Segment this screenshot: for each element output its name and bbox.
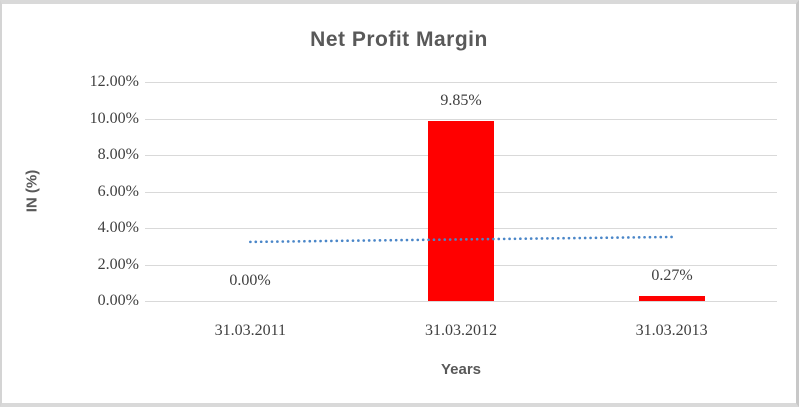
x-tick-label: 31.03.2012 <box>425 322 497 339</box>
gridline <box>145 301 777 302</box>
plot-area: 0.00% 9.85% 0.27% <box>145 82 777 302</box>
y-tick-label: 12.00% <box>89 73 139 90</box>
data-label: 9.85% <box>440 92 482 109</box>
y-tick-label: 4.00% <box>97 219 139 236</box>
y-tick-label: 8.00% <box>97 146 139 163</box>
y-tick-label: 2.00% <box>97 256 139 273</box>
gridline <box>145 82 777 83</box>
bar-31.03.2013 <box>639 296 705 301</box>
data-label: 0.00% <box>229 272 271 289</box>
gridline <box>145 119 777 120</box>
trendline-dotted <box>249 235 673 244</box>
x-axis-title: Years <box>440 361 482 378</box>
y-tick-label: 10.00% <box>89 110 139 127</box>
x-tick-label: 31.03.2011 <box>214 322 287 339</box>
data-label: 0.27% <box>651 267 693 284</box>
chart-title: Net Profit Margin <box>310 28 488 51</box>
y-tick-label: 6.00% <box>97 183 139 200</box>
x-tick-label: 31.03.2013 <box>635 322 708 339</box>
bar-31.03.2012 <box>428 121 494 301</box>
y-tick-label: 0.00% <box>97 292 139 309</box>
